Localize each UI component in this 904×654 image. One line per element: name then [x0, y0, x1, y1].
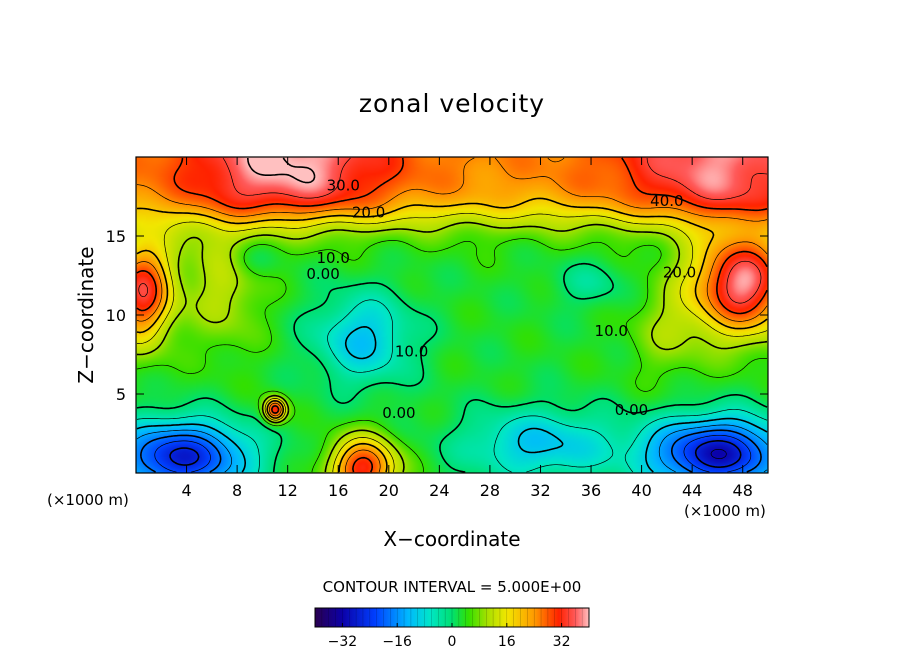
colorbar-tick-label: 16 — [498, 634, 516, 650]
contour-line — [136, 221, 768, 473]
x-tick-label: 16 — [328, 481, 348, 500]
contour-line — [136, 212, 768, 473]
chart-title: zonal velocity — [359, 89, 545, 118]
x-axis-ticks: 4 8 12 16 20 24 28 32 36 40 44 48 — [181, 157, 753, 500]
contour-label: 0.00 — [382, 404, 415, 422]
contour-line — [136, 299, 768, 473]
y-tick-label: 10 — [106, 306, 126, 325]
contour-line — [136, 197, 768, 473]
contour-interval-text: CONTOUR INTERVAL = 5.000E+00 — [323, 578, 582, 596]
contour-labels: 30.020.040.010.00.00 20.010.010.00.00 0.00 — [306, 176, 696, 422]
contour-line — [138, 157, 768, 304]
x-tick-label: 12 — [278, 481, 298, 500]
x-tick-label: 8 — [232, 481, 242, 500]
x-unit-label-left: (×1000 m) — [47, 491, 129, 509]
y-tick-label: 5 — [116, 385, 126, 404]
contour-label: 20.0 — [352, 203, 385, 221]
contour-line — [136, 157, 768, 473]
y-tick-label: 15 — [106, 227, 126, 246]
colorbar-gradient — [315, 608, 589, 627]
colorbar: −32 −16 0 16 32 — [314, 607, 590, 650]
contour-line — [136, 238, 768, 473]
x-tick-label: 48 — [733, 481, 753, 500]
x-tick-label: 40 — [631, 481, 651, 500]
contour-label: 0.00 — [306, 265, 339, 283]
colorbar-tick-label: −32 — [328, 634, 358, 650]
contour-line — [154, 434, 752, 473]
contour-line — [247, 157, 316, 184]
contour-line — [169, 440, 742, 468]
colorbar-stripes — [321, 608, 583, 627]
x-tick-label: 44 — [682, 481, 702, 500]
plot-area: 30.020.040.010.00.00 20.010.010.00.00 0.00 — [135, 156, 769, 474]
colorbar-tick-label: −16 — [382, 634, 412, 650]
contour-line — [710, 448, 727, 459]
x-tick-label: 20 — [379, 481, 399, 500]
contour-line — [140, 429, 762, 473]
contour-line — [136, 157, 768, 473]
contour-label: 0.00 — [615, 401, 648, 419]
contour-label: 10.0 — [395, 342, 428, 360]
x-unit-label-right: (×1000 m) — [684, 502, 766, 520]
contour-line — [136, 424, 768, 473]
y-axis-label: Z−coordinate — [74, 246, 98, 383]
x-tick-label: 32 — [530, 481, 550, 500]
contour-label: 30.0 — [327, 176, 360, 194]
contour-line — [136, 326, 768, 473]
contour-label: 10.0 — [316, 249, 349, 267]
contour-label: 10.0 — [595, 322, 628, 340]
x-tick-label: 4 — [181, 481, 191, 500]
velocity-field — [136, 157, 768, 473]
colorbar-tick-label: 0 — [448, 634, 457, 650]
contour-label: 40.0 — [650, 192, 683, 210]
x-axis-label: X−coordinate — [383, 527, 520, 551]
contour-lines — [136, 157, 768, 473]
contour-line — [136, 262, 768, 473]
x-tick-label: 36 — [581, 481, 601, 500]
contour-label: 20.0 — [663, 263, 696, 281]
colorbar-tick-label: 32 — [553, 634, 571, 650]
x-tick-label: 28 — [480, 481, 500, 500]
y-axis-ticks: 5 10 15 — [106, 227, 768, 404]
colorbar-ticks: −32 −16 0 16 32 — [328, 623, 571, 650]
x-tick-label: 24 — [429, 481, 449, 500]
